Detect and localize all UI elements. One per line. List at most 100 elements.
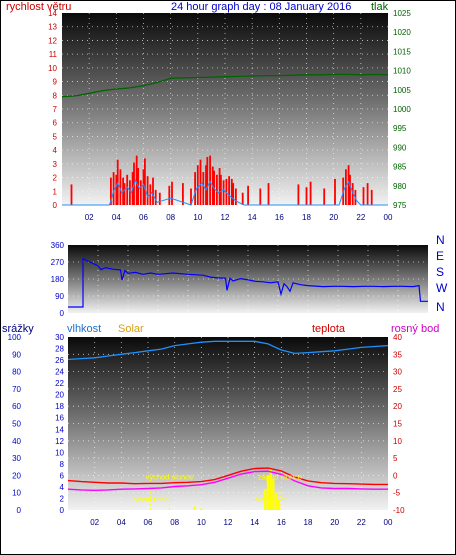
wind-y-tick-label: 4 xyxy=(53,146,58,155)
wind-y-tick-label: 11 xyxy=(49,50,58,59)
temperature-y-tick-label: 10 xyxy=(393,437,402,446)
wind-speed-bar xyxy=(362,187,365,205)
rain-y-tick-label: 10 xyxy=(12,489,21,498)
rain-y-tick-label: 60 xyxy=(12,402,21,411)
solar-bar xyxy=(193,506,196,510)
wind-speed-bar xyxy=(202,172,205,205)
humidity-y-tick-label: 26 xyxy=(55,356,64,365)
humidity-y-tick-label: 18 xyxy=(55,402,64,411)
wind-direction-line xyxy=(68,257,428,308)
wind-speed-bar xyxy=(70,184,73,205)
wind-speed-bar xyxy=(345,169,347,205)
wind-x-tick-label: 12 xyxy=(221,213,230,222)
climate-x-tick-label: 22 xyxy=(357,518,366,527)
pressure-line xyxy=(61,73,389,98)
humidity-y-tick-label: 0 xyxy=(60,506,65,515)
solar-bar xyxy=(272,478,275,510)
wind-x-tick-label: 00 xyxy=(384,213,393,222)
solar-bar xyxy=(274,492,278,510)
humidity-y-tick-label: 28 xyxy=(55,345,64,354)
temperature-y-tick-label: -5 xyxy=(393,489,401,498)
climate-x-tick-label: 14 xyxy=(250,518,259,527)
pressure-y-tick-label: 990 xyxy=(393,143,407,152)
wind-speed-bar xyxy=(347,165,350,205)
solar-bar xyxy=(264,489,267,510)
wind-speed-bar xyxy=(194,172,196,205)
wind-x-tick-label: 14 xyxy=(248,213,257,222)
wind-y-tick-label: 7 xyxy=(53,105,58,114)
wind-y-tick-label: 5 xyxy=(53,132,58,141)
wind-y-tick-label: 13 xyxy=(48,23,57,32)
compass-label: N xyxy=(436,233,445,247)
wind-y-tick-label: 0 xyxy=(53,201,58,210)
event-annotation: západ slunce xyxy=(258,473,302,482)
pressure-y-tick-label: 1025 xyxy=(393,9,411,18)
humidity-title: vlhkost xyxy=(67,323,102,335)
climate-x-tick-label: 08 xyxy=(170,518,179,527)
wind-speed-bar xyxy=(168,185,171,205)
direction-y-tick-label: 360 xyxy=(51,241,65,250)
dewpoint-title: rosný bod xyxy=(391,323,440,335)
climate-x-tick-label: 20 xyxy=(330,518,339,527)
wind-speed-bar xyxy=(135,155,138,205)
wind-speed-bar xyxy=(110,177,112,205)
climate-x-tick-label: 06 xyxy=(144,518,153,527)
wind-speed-bar xyxy=(232,183,235,205)
wind-speed-bar xyxy=(199,159,202,205)
direction-y-tick-label: 0 xyxy=(60,309,65,318)
wind-x-tick-label: 16 xyxy=(275,213,284,222)
direction-y-tick-label: 270 xyxy=(51,258,65,267)
wind-speed-bar xyxy=(112,172,115,205)
wind-y-tick-label: 1 xyxy=(53,187,58,196)
wind-gust-line xyxy=(62,178,388,206)
humidity-y-tick-label: 4 xyxy=(60,483,65,492)
wind-speed-bar xyxy=(366,183,369,205)
solar-bar xyxy=(269,468,272,510)
pressure-y-tick-label: 985 xyxy=(393,163,407,172)
rain-y-tick-label: 100 xyxy=(8,333,22,342)
wind-speed-bar xyxy=(334,178,336,205)
rain-title: srážky xyxy=(2,323,34,335)
wind-speed-bar xyxy=(129,180,131,205)
humidity-line xyxy=(67,340,389,361)
wind-speed-bar xyxy=(146,176,149,205)
rain-y-tick-label: 90 xyxy=(12,350,21,359)
rain-y-tick-label: 20 xyxy=(12,471,21,480)
humidity-y-tick-label: 30 xyxy=(55,333,64,342)
solar-bar xyxy=(277,499,280,510)
pressure-y-tick-label: 1005 xyxy=(393,86,411,95)
wind-speed-bar xyxy=(182,183,184,205)
graph-title: 24 hour graph day : 08 January 2016 xyxy=(171,1,352,13)
pressure-y-tick-label: 1010 xyxy=(393,67,411,76)
humidity-y-tick-label: 14 xyxy=(55,425,64,434)
wind-x-tick-label: 02 xyxy=(85,213,94,222)
wind-speed-bar xyxy=(115,174,118,205)
pressure-y-tick-label: 1015 xyxy=(393,47,411,56)
humidity-y-tick-label: 22 xyxy=(55,379,64,388)
wind-speed-bar xyxy=(209,155,211,205)
direction-y-tick-label: 90 xyxy=(55,292,64,301)
temperature-y-tick-label: 0 xyxy=(393,471,398,480)
rain-y-tick-label: 70 xyxy=(12,385,21,394)
temperature-y-tick-label: 40 xyxy=(393,333,402,342)
wind-speed-bar xyxy=(297,184,300,205)
solar-title: Solar xyxy=(118,323,144,335)
wind-speed-bar xyxy=(152,177,154,205)
wind-speed-bar xyxy=(154,189,157,205)
wind-speed-bar xyxy=(144,158,146,205)
rain-y-tick-label: 0 xyxy=(17,506,22,515)
wind-speed-bar xyxy=(123,183,126,205)
temperature-y-tick-label: 20 xyxy=(393,402,402,411)
rain-y-tick-label: 80 xyxy=(12,368,21,377)
humidity-y-tick-label: 2 xyxy=(60,494,65,503)
pressure-y-tick-label: 980 xyxy=(393,182,407,191)
temperature-y-tick-label: 15 xyxy=(393,420,402,429)
wind-y-tick-label: 6 xyxy=(53,119,58,128)
temperature-title: teplota xyxy=(312,323,346,335)
temperature-line xyxy=(67,467,388,486)
wind-speed-bar xyxy=(259,188,262,205)
wind-speed-bar xyxy=(206,157,209,205)
wind-y-tick-label: 14 xyxy=(48,9,57,18)
humidity-y-tick-label: 20 xyxy=(55,391,64,400)
